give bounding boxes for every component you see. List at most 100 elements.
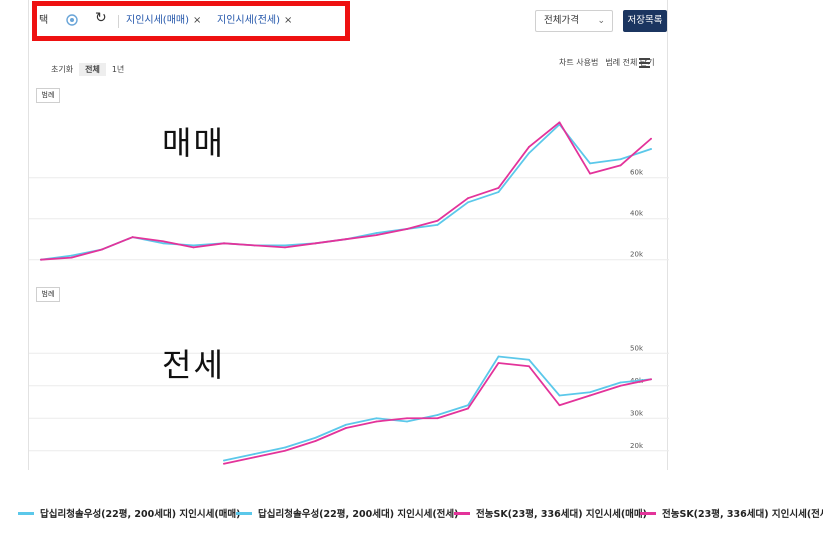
data-point — [253, 453, 256, 455]
period-tabs: 초기화 전체 1년 — [45, 57, 130, 76]
data-point — [70, 256, 73, 259]
data-point — [314, 436, 317, 439]
data-point — [619, 164, 622, 167]
y-tick-label: 60k — [630, 169, 644, 177]
data-point — [375, 420, 378, 423]
data-point — [497, 355, 500, 358]
data-point — [528, 146, 530, 148]
data-point — [375, 234, 378, 237]
highlight-box — [32, 1, 350, 41]
legend-label: 전농SK(23평, 336세대) 지인시세(매매) — [476, 509, 647, 520]
data-point — [345, 423, 347, 426]
data-point — [406, 228, 408, 230]
data-point — [192, 246, 195, 249]
refresh-icon[interactable]: ↻ — [95, 10, 107, 26]
y-tick-label: 20k — [630, 442, 644, 450]
data-point — [223, 459, 225, 462]
data-point — [589, 391, 591, 394]
data-point — [253, 456, 256, 459]
legend-swatch — [640, 512, 656, 515]
tab-all[interactable]: 전체 — [79, 63, 106, 76]
data-point — [314, 440, 317, 442]
legend-swatch — [18, 512, 34, 515]
data-point — [467, 407, 469, 410]
filter-tag-sale[interactable]: 지인시세(매매) × — [126, 15, 201, 27]
y-tick-label: 30k — [630, 409, 644, 417]
legend-toggle-button[interactable]: 범례 — [36, 287, 60, 302]
data-point — [406, 420, 408, 423]
data-point — [558, 394, 561, 397]
filter-tag-jeonse[interactable]: 지인시세(전세) × — [217, 15, 292, 27]
series-line-2 — [223, 362, 652, 465]
data-point — [467, 197, 469, 200]
legend-swatch — [236, 512, 252, 515]
data-point — [101, 248, 103, 251]
chart-tools: 차트 사용법 범례 전체 닫기 — [559, 57, 662, 68]
y-tick-label: 50k — [630, 344, 644, 352]
data-point — [436, 417, 439, 420]
data-point — [406, 417, 408, 420]
clear-filter-icon[interactable] — [65, 13, 79, 31]
series-legend: 답십리청솔우성(22평, 200세대) 지인시세(매매) 답십리청솔우성(22평… — [0, 505, 823, 525]
legend-item[interactable]: 전농SK(23평, 336세대) 지인시세(전세) — [640, 505, 823, 525]
data-point — [619, 384, 622, 387]
legend-item[interactable]: 전농SK(23평, 336세대) 지인시세(매매) — [454, 505, 647, 525]
data-point — [589, 172, 591, 175]
tab-reset[interactable]: 초기화 — [51, 65, 74, 74]
close-icon[interactable]: × — [284, 15, 293, 26]
data-point — [650, 378, 652, 381]
filter-tag-jeonse-label: 지인시세(전세) — [217, 15, 281, 26]
data-point — [345, 427, 347, 429]
price-select[interactable]: 전체가격 ⌄ — [535, 10, 613, 32]
data-point — [436, 219, 439, 222]
data-point — [375, 232, 378, 234]
legend-item[interactable]: 답십리청솔우성(22평, 200세대) 지인시세(매매) — [18, 505, 240, 525]
sale-annotation: 매매 — [162, 124, 225, 162]
data-point — [131, 236, 134, 239]
data-point — [436, 223, 439, 226]
toolbar-divider — [118, 15, 119, 28]
data-point — [284, 246, 286, 249]
legend-label: 답십리청솔우성(22평, 200세대) 지인시세(매매) — [40, 509, 241, 520]
data-point — [650, 137, 652, 140]
legend-label: 답십리청솔우성(22평, 200세대) 지인시세(전세) — [258, 509, 459, 520]
toolbar-prefix-text: 택 — [39, 15, 49, 26]
legend-item[interactable]: 답십리청솔우성(22평, 200세대) 지인시세(전세) — [236, 505, 458, 525]
data-point — [253, 244, 256, 247]
data-point — [467, 201, 469, 204]
series-line-1 — [223, 355, 652, 462]
filter-toolbar: 택 ↻ 지인시세(매매) × 지인시세(전세) × 전체가격 ⌄ 저장목록 — [29, 0, 669, 44]
legend-label: 전농SK(23평, 336세대) 지인시세(전세) — [662, 509, 823, 520]
data-point — [558, 404, 561, 407]
tab-1year[interactable]: 1년 — [111, 65, 125, 74]
y-tick-label: 20k — [630, 251, 644, 259]
data-point — [589, 394, 591, 397]
data-point — [497, 187, 500, 189]
save-list-button[interactable]: 저장목록 — [623, 10, 667, 32]
chart-settings-link[interactable]: 차트 사용법 — [559, 58, 599, 67]
data-point — [528, 365, 530, 368]
data-point — [284, 449, 286, 452]
legend-close-all-link[interactable]: 범례 전체 닫기 — [605, 58, 655, 67]
data-point — [436, 414, 439, 416]
data-point — [650, 148, 652, 150]
data-point — [375, 417, 378, 420]
menu-icon[interactable] — [639, 58, 650, 70]
data-point — [162, 242, 164, 245]
data-point — [528, 358, 530, 361]
y-tick-label: 40k — [630, 210, 644, 218]
legend-toggle-button[interactable]: 범례 — [36, 88, 60, 103]
data-point — [223, 462, 225, 465]
price-select-value: 전체가격 — [544, 15, 579, 26]
close-icon[interactable]: × — [193, 15, 202, 26]
data-point — [40, 258, 42, 261]
data-point — [223, 242, 225, 245]
chart-panel: 택 ↻ 지인시세(매매) × 지인시세(전세) × 전체가격 ⌄ 저장목록 초기화 전… — [28, 0, 669, 470]
data-point — [619, 158, 622, 161]
data-point — [558, 121, 561, 124]
data-point — [314, 242, 317, 245]
filter-tag-sale-label: 지인시세(매매) — [126, 15, 190, 26]
jeonse-annotation: 전세 — [162, 346, 225, 384]
legend-swatch — [454, 512, 470, 515]
